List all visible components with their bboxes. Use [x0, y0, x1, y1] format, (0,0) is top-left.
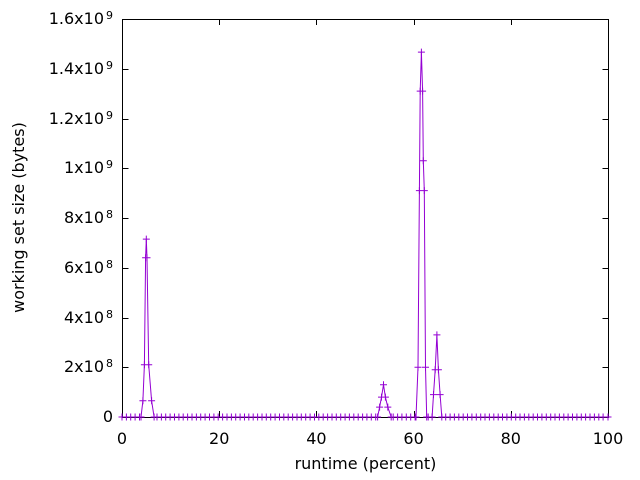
y-tick-label: 2x10 8	[63, 357, 113, 377]
y-tick-exponent: 8	[106, 307, 113, 321]
y-tick-label: 1.6x10 9	[48, 9, 113, 28]
y-tick-label: 8x10 8	[63, 208, 113, 227]
x-tick-label: 100	[592, 429, 624, 448]
plot-area-border	[122, 19, 609, 418]
y-tick-label: 1.4x10 9	[48, 58, 113, 78]
y-tick-exponent: 8	[106, 208, 113, 221]
x-tick-label: 0	[116, 429, 128, 448]
y-tick-label: 4x10 8	[63, 307, 113, 327]
x-tick-label: 40	[306, 429, 327, 448]
y-axis-title: working set size (bytes)	[9, 122, 28, 313]
x-tick-label: 80	[500, 429, 521, 448]
y-tick-exponent: 8	[106, 257, 113, 271]
y-tick-exponent: 9	[106, 158, 113, 172]
x-axis-title: runtime (percent)	[294, 454, 437, 473]
series-line	[122, 52, 608, 418]
y-tick-label: 1.2x10 9	[48, 108, 113, 128]
series-point-markers	[118, 48, 612, 421]
y-tick-exponent: 9	[106, 58, 113, 72]
y-tick-label: 0	[102, 407, 113, 426]
x-tick-label: 20	[209, 429, 230, 448]
y-tick-label: 6x10 8	[63, 257, 113, 277]
y-tick-exponent: 9	[106, 108, 113, 122]
y-tick-exponent: 9	[106, 9, 113, 22]
x-tick-label: 60	[403, 429, 424, 448]
y-tick-label: 1x10 9	[63, 158, 113, 178]
y-tick-exponent: 8	[106, 357, 113, 371]
